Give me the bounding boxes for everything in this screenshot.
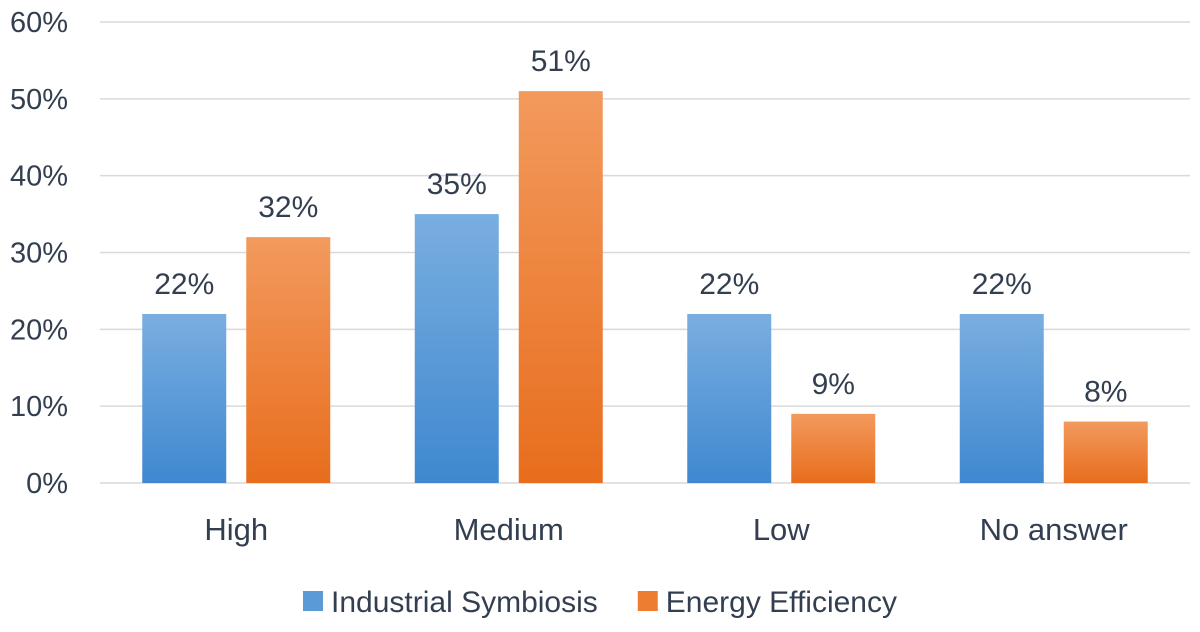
legend-item-energy-efficiency: Energy Efficiency [637, 586, 897, 619]
legend: Industrial Symbiosis Energy Efficiency [303, 586, 897, 619]
data-label: 9% [812, 368, 855, 401]
x-axis-category-labels: High Medium Low No answer [204, 512, 1127, 547]
data-label: 35% [427, 168, 487, 201]
bars [142, 91, 1148, 484]
y-tick-label: 10% [10, 391, 68, 423]
data-labels: 22% 32% 35% 51% 22% 9% 22% 8% [154, 45, 1127, 408]
bar-industrial-symbiosis-low [687, 313, 772, 483]
legend-swatch [637, 591, 658, 611]
legend-label: Energy Efficiency [666, 586, 897, 619]
data-label: 32% [258, 191, 318, 224]
x-category-label: Low [753, 512, 810, 547]
bar-energy-efficiency-high [246, 237, 331, 483]
data-label: 22% [972, 268, 1032, 301]
y-tick-label: 30% [10, 238, 68, 270]
bar-energy-efficiency-no-answer [1063, 421, 1148, 483]
legend-label: Industrial Symbiosis [331, 586, 598, 619]
data-label: 22% [699, 268, 759, 301]
data-label: 8% [1084, 376, 1127, 409]
y-tick-label: 20% [10, 314, 68, 346]
y-tick-label: 0% [26, 468, 68, 500]
x-category-label: Medium [454, 512, 564, 547]
data-label: 51% [531, 45, 591, 78]
bar-energy-efficiency-low [791, 413, 876, 483]
bar-industrial-symbiosis-high [142, 313, 227, 483]
x-category-label: High [204, 512, 268, 547]
y-tick-label: 60% [10, 7, 68, 39]
bar-energy-efficiency-medium [518, 91, 603, 484]
legend-swatch [303, 591, 323, 611]
legend-item-industrial-symbiosis: Industrial Symbiosis [303, 586, 598, 619]
bar-industrial-symbiosis-no-answer [959, 313, 1044, 483]
bar-industrial-symbiosis-medium [414, 214, 499, 484]
x-category-label: No answer [980, 512, 1128, 547]
y-axis-tick-labels: 0% 10% 20% 30% 40% 50% 60% [10, 7, 68, 500]
y-tick-label: 40% [10, 161, 68, 193]
data-label: 22% [154, 268, 214, 301]
y-tick-label: 50% [10, 84, 68, 116]
